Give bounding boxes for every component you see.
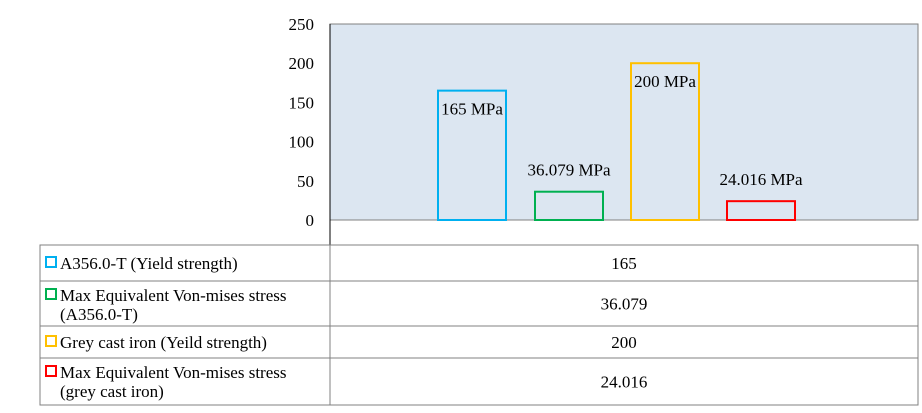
bar — [534, 190, 604, 222]
legend-label: Max Equivalent Von-mises stress — [60, 286, 287, 305]
data-table — [39, 244, 919, 406]
legend-label: (grey cast iron) — [60, 382, 164, 401]
plot-area — [329, 23, 919, 221]
data-label: 200 MPa — [634, 72, 696, 91]
data-label: 36.079 MPa — [527, 161, 611, 180]
data-label: 165 MPa — [441, 100, 503, 119]
legend-label: (A356.0-T) — [60, 305, 138, 324]
y-tick-label: 150 — [289, 93, 315, 112]
y-tick-label: 200 — [289, 54, 315, 73]
bar — [630, 62, 700, 222]
table-value: 200 — [611, 333, 637, 352]
table-value: 24.016 — [601, 373, 648, 392]
table-value: 165 — [611, 254, 637, 273]
y-tick-label: 100 — [289, 133, 315, 152]
bar — [437, 89, 507, 221]
data-label: 24.016 MPa — [719, 170, 803, 189]
y-tick-label: 0 — [306, 211, 315, 230]
legend-label: Grey cast iron (Yeild strength) — [60, 333, 267, 352]
legend-label: A356.0-T (Yield strength) — [60, 254, 238, 273]
legend-key — [45, 256, 57, 268]
y-tick-label: 250 — [289, 15, 315, 34]
table-value: 36.079 — [601, 295, 648, 314]
bar — [726, 200, 796, 222]
legend-key — [45, 335, 57, 347]
legend-label: Max Equivalent Von-mises stress — [60, 363, 287, 382]
legend-key — [45, 365, 57, 377]
legend-key — [45, 288, 57, 300]
y-tick-label: 50 — [297, 172, 314, 191]
